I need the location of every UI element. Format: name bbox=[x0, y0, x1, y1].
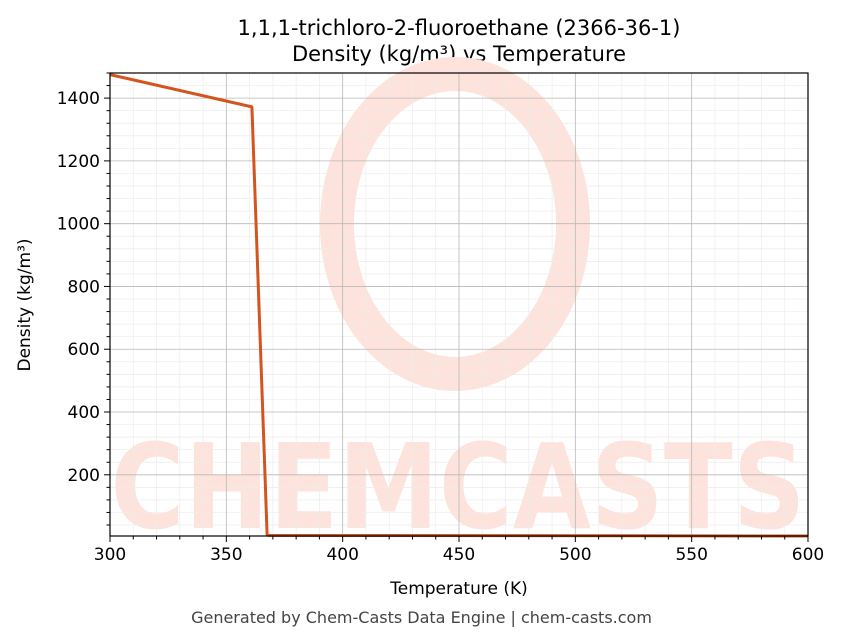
x-axis-label: Temperature (K) bbox=[389, 579, 528, 599]
y-tick-label: 600 bbox=[68, 340, 100, 360]
x-tick-label: 500 bbox=[559, 545, 591, 565]
axes: 300 350 400 450 500 550 600 200 400 600 800 1000 120… bbox=[57, 72, 824, 565]
watermark: CHEMCASTS bbox=[111, 57, 806, 556]
x-tick-label: 300 bbox=[94, 545, 126, 565]
y-tick-label: 1400 bbox=[57, 89, 100, 109]
y-tick-label: 1200 bbox=[57, 152, 100, 172]
x-tick-label: 550 bbox=[675, 545, 707, 565]
y-axis-label: Density (kg/m³) bbox=[15, 238, 35, 371]
footer-text: Generated by Chem-Casts Data Engine | ch… bbox=[191, 608, 652, 627]
x-tick-label: 350 bbox=[210, 545, 242, 565]
y-tick-label: 200 bbox=[68, 466, 100, 486]
y-tick-label: 400 bbox=[68, 403, 100, 423]
x-tick-label: 400 bbox=[326, 545, 358, 565]
y-tick-label: 1000 bbox=[57, 215, 100, 235]
y-tick-label: 800 bbox=[68, 277, 100, 297]
chart-title-line1: 1,1,1-trichloro-2-fluoroethane (2366-36-… bbox=[238, 16, 681, 40]
grid bbox=[109, 72, 809, 536]
x-tick-label: 450 bbox=[443, 545, 475, 565]
x-tick-label: 600 bbox=[792, 545, 824, 565]
